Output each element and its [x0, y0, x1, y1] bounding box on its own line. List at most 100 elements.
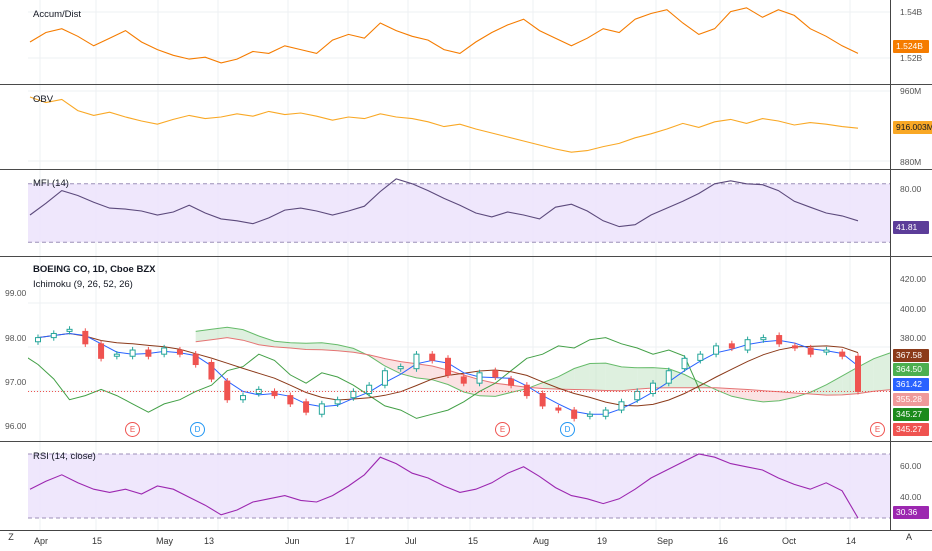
main-price-pane[interactable]: 99.00 98.00 97.00 96.00 BOEING CO, 1D, C…	[0, 257, 932, 441]
candle-body	[840, 352, 845, 356]
time-axis-label: Jul	[405, 536, 417, 546]
ichimoku-cloud-segment	[763, 391, 779, 402]
rsi-tick: 40.00	[900, 492, 921, 502]
left-scale-tick: 97.00	[5, 377, 26, 387]
mfi-band	[28, 184, 890, 243]
candle-body	[114, 354, 119, 356]
ichimoku-cloud-segment	[826, 376, 842, 395]
auto-scale-button[interactable]: A	[902, 532, 916, 542]
time-axis-label: Sep	[657, 536, 673, 546]
candle-body	[824, 350, 829, 352]
obv-tick: 880M	[900, 157, 921, 167]
obv-plot[interactable]	[28, 85, 890, 169]
time-axis-label: 17	[345, 536, 355, 546]
senkou-a-value-badge: 364.50	[893, 363, 929, 376]
candle-body	[777, 336, 782, 344]
last-price-badge: 345.27	[893, 423, 929, 436]
candle-body	[130, 350, 135, 356]
candle-body	[524, 385, 529, 395]
candle-body	[225, 381, 230, 400]
price-tick: 380.00	[900, 333, 926, 343]
candle-body	[651, 383, 656, 393]
ichimoku-cloud-segment	[306, 343, 322, 350]
accum-dist-title: Accum/Dist	[33, 9, 81, 20]
accum-dist-pane[interactable]: Accum/Dist 1.54B 1.52B 1.524B	[0, 0, 932, 84]
rsi-title: RSI (14, close)	[33, 451, 96, 462]
candle-body	[446, 358, 451, 375]
earnings-event-marker[interactable]: E	[870, 422, 885, 437]
obv-tick: 960M	[900, 86, 921, 96]
rsi-price-scale[interactable]: 60.00 40.00 30.36	[890, 442, 932, 530]
candle-body	[319, 404, 324, 414]
main-price-scale[interactable]: 420.00 400.00 380.00 367.58 364.50 361.4…	[890, 257, 932, 441]
zoom-button[interactable]: Z	[4, 532, 18, 542]
candle-body	[304, 402, 309, 412]
rsi-pane[interactable]: RSI (14, close) 60.00 40.00 30.36	[0, 442, 932, 530]
dividend-event-marker[interactable]: D	[560, 422, 575, 437]
rsi-plot[interactable]	[28, 442, 890, 530]
rsi-last-value-badge: 30.36	[893, 506, 929, 519]
accum-dist-plot[interactable]	[28, 0, 890, 84]
senkou-b-value-badge: 355.28	[893, 393, 929, 406]
mfi-left-scale	[0, 170, 28, 256]
candle-body	[398, 367, 403, 369]
candle-body	[509, 379, 514, 385]
dividend-event-marker[interactable]: D	[190, 422, 205, 437]
mfi-plot[interactable]	[28, 170, 890, 256]
time-axis-label: 15	[92, 536, 102, 546]
mfi-title: MFI (14)	[33, 178, 69, 189]
candle-body	[193, 354, 198, 364]
candle-body	[493, 371, 498, 377]
mfi-chart	[28, 170, 890, 256]
candle-body	[587, 414, 592, 416]
candle-body	[177, 350, 182, 354]
time-axis-label: 13	[204, 536, 214, 546]
mfi-tick: 80.00	[900, 184, 921, 194]
kijun-value-badge: 361.42	[893, 378, 929, 391]
accum-dist-tick: 1.52B	[900, 53, 922, 63]
time-axis-label: Oct	[782, 536, 796, 546]
obv-pane[interactable]: OBV 960M 880M 916.003M	[0, 85, 932, 169]
candle-body	[51, 333, 56, 337]
time-axis-label: May	[156, 536, 173, 546]
time-axis-label: Jun	[285, 536, 300, 546]
candle-body	[698, 354, 703, 360]
obv-title: OBV	[33, 94, 53, 105]
candle-body	[272, 391, 277, 395]
symbol-title[interactable]: BOEING CO, 1D, Cboe BZX	[33, 264, 155, 275]
obv-price-scale[interactable]: 960M 880M 916.003M	[890, 85, 932, 169]
mfi-price-scale[interactable]: 80.00 41.81	[890, 170, 932, 256]
main-price-plot[interactable]	[28, 257, 890, 441]
price-chart	[28, 257, 890, 441]
time-axis-label: 19	[597, 536, 607, 546]
ichimoku-cloud-segment	[606, 363, 622, 391]
mfi-last-value-badge: 41.81	[893, 221, 929, 234]
main-left-scale[interactable]: 99.00 98.00 97.00 96.00	[0, 257, 28, 441]
ichimoku-cloud-segment	[621, 367, 637, 391]
accum-dist-line	[30, 8, 858, 63]
candle-body	[351, 391, 356, 397]
candle-body	[540, 394, 545, 406]
earnings-event-marker[interactable]: E	[495, 422, 510, 437]
candle-body	[256, 389, 261, 393]
candle-body	[241, 396, 246, 400]
left-scale-tick: 98.00	[5, 333, 26, 343]
candle-body	[461, 377, 466, 383]
time-axis-label: 16	[718, 536, 728, 546]
candle-body	[572, 410, 577, 418]
mfi-pane[interactable]: MFI (14) 80.00 41.81	[0, 170, 932, 256]
candle-body	[682, 358, 687, 368]
ichimoku-label[interactable]: Ichimoku (9, 26, 52, 26)	[33, 279, 133, 290]
candle-body	[36, 338, 41, 342]
rsi-left-scale	[0, 442, 28, 530]
accum-dist-chart	[28, 0, 890, 84]
left-scale-tick: 96.00	[5, 421, 26, 431]
rsi-chart	[28, 442, 890, 530]
candle-body	[603, 410, 608, 416]
ichimoku-cloud-segment	[874, 353, 890, 391]
time-axis-label: 14	[846, 536, 856, 546]
left-scale-tick: 99.00	[5, 288, 26, 298]
earnings-event-marker[interactable]: E	[125, 422, 140, 437]
accum-dist-price-scale[interactable]: 1.54B 1.52B 1.524B	[890, 0, 932, 84]
